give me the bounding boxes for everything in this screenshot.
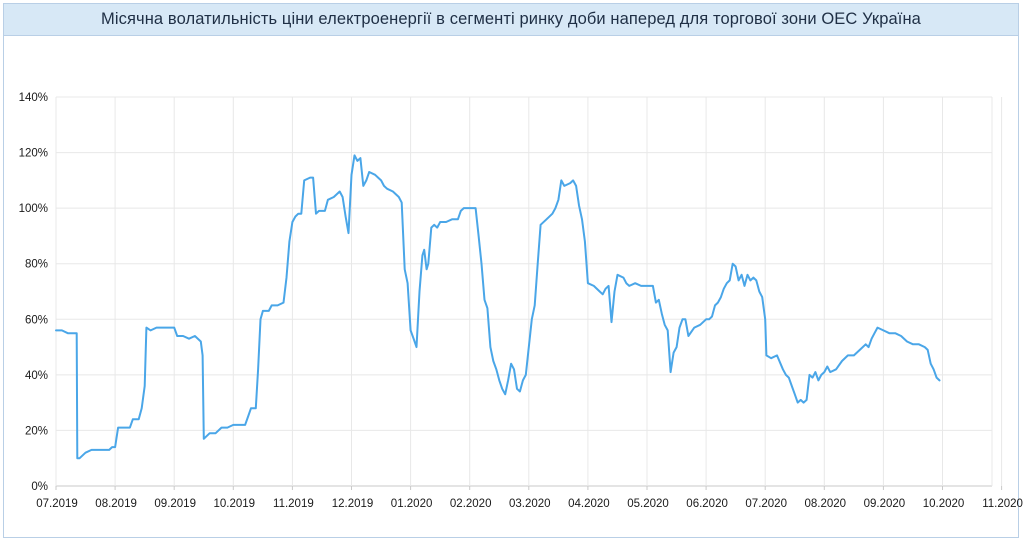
y-tick-label: 120% [19, 148, 48, 160]
y-tick-label: 60% [25, 314, 48, 326]
series-line [55, 154, 941, 460]
chart-title-bar: Місячна волатильність ціни електроенергі… [4, 4, 1018, 36]
y-tick-label: 100% [19, 203, 48, 215]
y-tick-label: 80% [25, 259, 48, 271]
y-axis-ticks: 0% 20% 40% 60% 80% 100% 120% 140% [19, 92, 48, 493]
x-tick-label: 10.2020 [923, 498, 965, 510]
x-tick-label: 11.2019 [273, 498, 314, 510]
chart-frame [3, 3, 1019, 538]
x-tick-label: 01.2020 [391, 498, 433, 510]
x-tick-label: 04.2020 [568, 498, 610, 510]
series-group [55, 154, 941, 460]
x-tick-label: 09.2019 [154, 498, 196, 510]
x-tick-label: 12.2019 [332, 498, 374, 510]
x-tick-label: 07.2020 [745, 498, 787, 510]
x-tick-label: 06.2020 [686, 498, 728, 510]
x-tick-label: 10.2019 [214, 498, 256, 510]
x-tick-label: 03.2020 [509, 498, 551, 510]
y-tick-label: 20% [25, 425, 48, 437]
y-tick-label: 140% [19, 92, 48, 104]
chart-title: Місячна волатильність ціни електроенергі… [101, 10, 921, 28]
x-axis-ticks: 07.2019 08.2019 09.2019 10.2019 11.2019 12.20… [36, 486, 1023, 510]
y-tick-label: 40% [25, 370, 48, 382]
gridlines [55, 96, 1003, 487]
x-tick-label: 05.2020 [627, 498, 669, 510]
y-tick-label: 0% [31, 481, 48, 493]
x-tick-label: 11.2020 [982, 498, 1023, 510]
x-tick-label: 09.2020 [864, 498, 906, 510]
x-tick-label: 02.2020 [450, 498, 492, 510]
x-tick-label: 07.2019 [36, 498, 78, 510]
x-tick-label: 08.2020 [805, 498, 847, 510]
x-tick-label: 08.2019 [95, 498, 137, 510]
